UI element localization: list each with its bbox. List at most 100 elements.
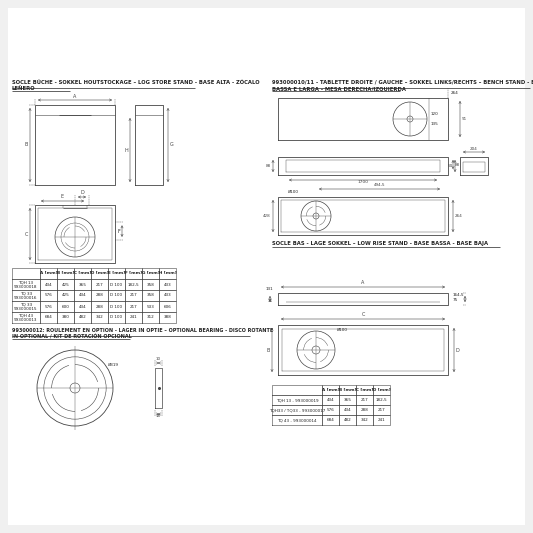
Text: 434: 434 <box>327 398 334 402</box>
Text: 288: 288 <box>360 408 368 412</box>
Text: 88: 88 <box>455 163 461 166</box>
Text: 606: 606 <box>164 304 172 309</box>
Text: 31: 31 <box>268 299 273 303</box>
FancyBboxPatch shape <box>8 8 525 525</box>
Text: 120: 120 <box>431 112 439 116</box>
Text: 217: 217 <box>377 408 385 412</box>
Text: 388: 388 <box>164 316 172 319</box>
Text: C: C <box>25 231 28 237</box>
Text: 358: 358 <box>147 282 155 287</box>
Text: Ø100: Ø100 <box>337 328 348 332</box>
Text: 50: 50 <box>448 164 453 168</box>
Text: C: C <box>361 312 365 318</box>
Text: SOCLE BÛCHE - SOKKEL HOUTSTOCKAGE – LOG STORE STAND - BASE ALTA - ZÓCALO
LEÑERO: SOCLE BÛCHE - SOKKEL HOUTSTOCKAGE – LOG … <box>12 80 260 91</box>
Text: A [mm]: A [mm] <box>322 388 340 392</box>
Text: 425: 425 <box>62 294 69 297</box>
Text: H: H <box>124 148 128 152</box>
Text: 264: 264 <box>451 91 459 95</box>
Text: D [mm]: D [mm] <box>373 388 390 392</box>
Text: 365: 365 <box>344 398 351 402</box>
Text: D 100: D 100 <box>110 282 123 287</box>
Text: 135: 135 <box>431 122 439 126</box>
Text: 217: 217 <box>130 294 138 297</box>
Text: TQ 33
993000015: TQ 33 993000015 <box>14 302 38 311</box>
Text: 434: 434 <box>45 282 52 287</box>
Text: 434: 434 <box>79 294 86 297</box>
Text: E [mm]: E [mm] <box>108 271 125 276</box>
Text: F: F <box>118 229 121 233</box>
Text: G: G <box>170 142 174 148</box>
Text: 482: 482 <box>79 316 86 319</box>
Text: 18: 18 <box>156 414 161 418</box>
Text: TQH 13 - 993000019: TQH 13 - 993000019 <box>276 398 318 402</box>
Text: 288: 288 <box>95 304 103 309</box>
Text: 433: 433 <box>164 282 172 287</box>
Text: D [mm]: D [mm] <box>91 271 108 276</box>
Text: 993000010/11 - TABLETTE DROITE / GAUCHE – SOKKEL LINKS/RECHTS – BENCH STAND - BA: 993000010/11 - TABLETTE DROITE / GAUCHE … <box>272 80 533 91</box>
Text: TQH 43
993000013: TQH 43 993000013 <box>14 313 38 322</box>
Text: 425: 425 <box>62 282 69 287</box>
Text: B: B <box>25 142 28 148</box>
Text: 312: 312 <box>147 316 155 319</box>
Text: G [mm]: G [mm] <box>142 271 159 276</box>
Text: 576: 576 <box>45 294 52 297</box>
Text: TQ 33
993000016: TQ 33 993000016 <box>14 291 38 300</box>
Text: TQH 13
993000018: TQH 13 993000018 <box>14 280 38 289</box>
Text: 342: 342 <box>361 418 368 422</box>
Text: 576: 576 <box>45 304 52 309</box>
Text: 131: 131 <box>265 287 273 291</box>
Text: 288: 288 <box>95 294 103 297</box>
Text: 204: 204 <box>470 147 478 150</box>
Text: 428: 428 <box>263 214 271 218</box>
Text: 217: 217 <box>130 304 138 309</box>
Text: B [mm]: B [mm] <box>339 388 356 392</box>
Text: D 100: D 100 <box>110 294 123 297</box>
Text: 993000012: ROULEMENT EN OPTION - LAGER IN OPTIE – OPTIONAL BEARING - DISCO ROTAN: 993000012: ROULEMENT EN OPTION - LAGER I… <box>12 328 273 340</box>
Text: C [mm]: C [mm] <box>74 271 91 276</box>
Text: 533: 533 <box>147 304 155 309</box>
Text: 10: 10 <box>156 358 161 361</box>
Text: 365: 365 <box>78 282 86 287</box>
Text: C [mm]: C [mm] <box>356 388 373 392</box>
Text: 241: 241 <box>130 316 138 319</box>
Text: 88: 88 <box>266 164 271 168</box>
Text: 684: 684 <box>327 418 334 422</box>
Text: E: E <box>61 195 64 199</box>
Text: TQ 43 - 993000014: TQ 43 - 993000014 <box>277 418 317 422</box>
Text: D 100: D 100 <box>110 304 123 309</box>
Text: 75: 75 <box>453 298 458 302</box>
Text: A: A <box>361 280 365 286</box>
Text: 358: 358 <box>147 294 155 297</box>
Text: A: A <box>74 93 77 99</box>
Text: 164,5: 164,5 <box>453 293 464 297</box>
Text: 684: 684 <box>45 316 52 319</box>
Text: 342: 342 <box>95 316 103 319</box>
Text: B [mm]: B [mm] <box>56 271 74 276</box>
Text: 482: 482 <box>344 418 351 422</box>
Text: 182,5: 182,5 <box>128 282 139 287</box>
Text: TQH33 / TQ33 - 993000017: TQH33 / TQ33 - 993000017 <box>269 408 325 412</box>
Text: SOCLE BAS - LAGE SOKKEL – LOW RISE STAND - BASE BASSA - BASE BAJA: SOCLE BAS - LAGE SOKKEL – LOW RISE STAND… <box>272 241 488 246</box>
Text: H [mm]: H [mm] <box>159 271 176 276</box>
Text: B: B <box>266 348 270 352</box>
Text: A [mm]: A [mm] <box>39 271 58 276</box>
Text: 434: 434 <box>79 304 86 309</box>
Text: 433: 433 <box>164 294 172 297</box>
Text: Ø319: Ø319 <box>108 363 119 367</box>
Text: 217: 217 <box>95 282 103 287</box>
Text: F [mm]: F [mm] <box>125 271 142 276</box>
Text: 600: 600 <box>62 304 69 309</box>
Text: 241: 241 <box>378 418 385 422</box>
Text: 380: 380 <box>62 316 69 319</box>
Text: D 100: D 100 <box>110 316 123 319</box>
Text: 91: 91 <box>462 117 467 121</box>
Text: Ø100: Ø100 <box>288 190 299 194</box>
Text: 264: 264 <box>455 214 463 218</box>
Text: D: D <box>80 190 84 196</box>
Text: 494,5: 494,5 <box>374 183 385 188</box>
Text: 1700: 1700 <box>358 180 368 184</box>
Text: 434: 434 <box>344 408 351 412</box>
Text: 217: 217 <box>361 398 368 402</box>
Text: D: D <box>456 348 460 352</box>
Text: 182,5: 182,5 <box>376 398 387 402</box>
